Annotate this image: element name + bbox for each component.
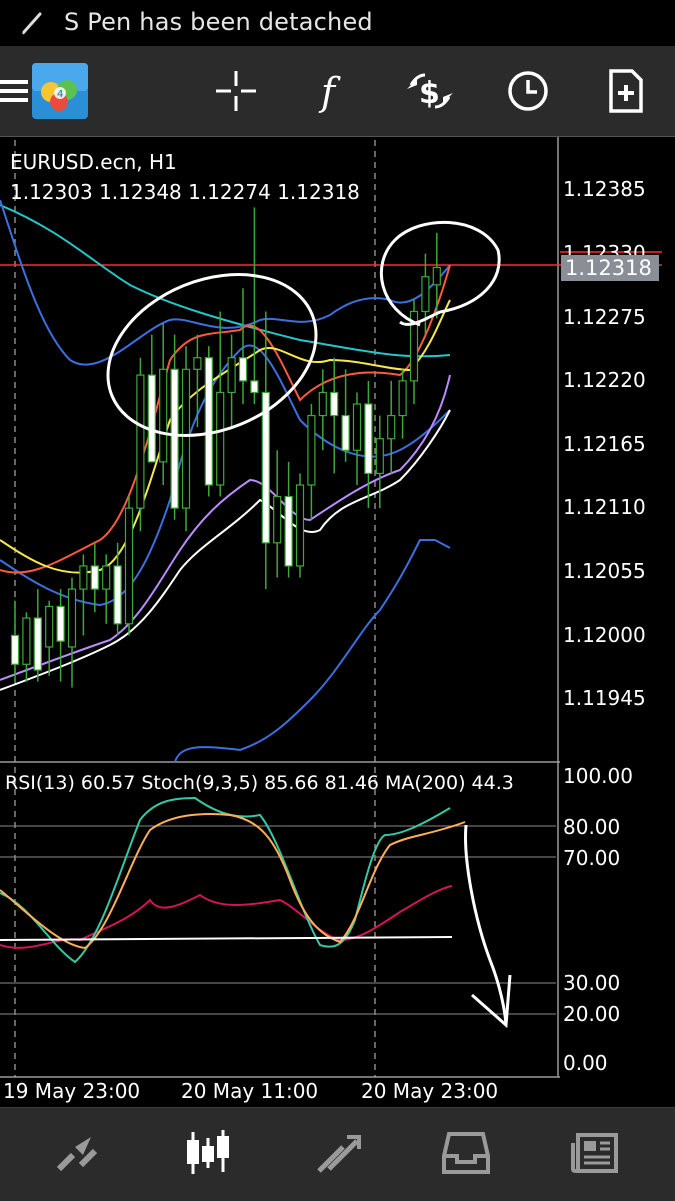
news-icon[interactable] [565,1128,625,1178]
bull-candle [432,266,441,286]
bull-candle [398,380,407,417]
indicator-tick: 70.00 [563,846,621,870]
bull-candle [181,368,191,509]
bear-candle [147,374,156,463]
bull-candle [318,391,327,417]
bear-candle [261,391,270,544]
price-tick: 1.12110 [563,495,646,519]
bull-candle [193,357,202,370]
indicator-tick: 100.00 [563,764,633,788]
bull-candle [67,588,77,648]
ma-purple-line [0,374,451,681]
indicators-icon[interactable]: f [303,61,363,121]
trade-nav-icon[interactable] [308,1128,368,1178]
price-tick: 1.12000 [563,623,646,647]
bear-candle [56,605,65,642]
stoch-signal-line [0,812,466,950]
bull-candle [216,391,225,486]
bull-candle [227,357,236,394]
price-chart[interactable] [0,137,675,1107]
indicator-tick: 20.00 [563,1002,621,1026]
bull-candle [375,438,384,475]
bear-candle [341,414,350,451]
bull-candle [79,565,88,590]
ma-yellow-line [0,299,451,574]
bull-candle [45,605,54,648]
chart-area[interactable]: EURUSD.ecn, H1 1.12303 1.12348 1.12274 1… [0,137,675,1107]
annotation-circle-left [106,273,318,437]
history-nav-icon[interactable] [436,1128,496,1178]
annotation-arrow [464,824,508,1026]
ma-red-line [0,264,451,574]
annotation-circle-right [379,220,501,327]
bear-candle [90,565,99,590]
s-pen-icon [22,12,42,35]
status-message: S Pen has been detached [64,8,373,36]
bear-candle [10,634,20,665]
symbol-title: EURUSD.ecn, H1 [10,150,177,174]
price-tick: 1.12055 [563,559,646,583]
bear-candle [113,565,122,625]
current-price-label: 1.12318 [561,255,659,281]
time-tick: 19 May 23:00 [3,1079,141,1103]
bottom-nav [0,1107,675,1201]
bull-candle [124,507,134,625]
bull-candle [159,368,168,463]
ma-cyan-line [0,204,451,358]
indicator-title: RSI(13) 60.57 Stoch(9,3,5) 85.66 81.46 M… [5,772,514,794]
bear-candle [330,391,339,417]
svg-text:$: $ [419,76,440,111]
chart-icon[interactable] [178,1128,238,1178]
price-tick: 1.12165 [563,432,646,456]
bull-candle [352,403,362,451]
time-tick: 20 May 23:00 [361,1079,499,1103]
bull-candle [273,495,282,544]
menu-icon[interactable] [0,61,42,121]
bollinger-lower-blue-line [174,539,451,763]
new-order-icon[interactable] [596,61,656,121]
trade-icon[interactable]: $ [400,61,460,121]
toolbar: 4 f $ [0,46,675,137]
bear-candle [284,495,293,567]
time-tick: 20 May 11:00 [181,1079,319,1103]
bear-candle [364,403,373,475]
bull-candle [22,617,31,665]
ma-white-line [0,409,451,691]
indicator-tick: 80.00 [563,815,621,839]
current-price-value: 1.12318 [565,256,652,280]
metatrader-logo[interactable]: 4 [30,61,90,121]
bull-candle [136,374,145,509]
bull-candle [102,565,111,590]
bull-candle [307,414,316,486]
ohlc-values: 1.12303 1.12348 1.12274 1.12318 [10,180,360,204]
indicator-tick: 0.00 [563,1051,608,1075]
rsi-white-marker-line [0,936,453,941]
bear-candle [250,380,259,394]
svg-text:f: f [318,70,341,113]
crosshair-icon[interactable] [206,61,266,121]
bear-candle [33,617,42,671]
bull-candle [295,484,305,567]
price-tick: 1.12385 [563,177,646,201]
mid-blue-line [0,344,451,607]
bull-candle [409,310,419,382]
price-tick: 1.12220 [563,368,646,392]
history-clock-icon[interactable] [498,61,558,121]
bull-candle [421,276,430,313]
bear-candle [204,357,213,486]
quotes-icon[interactable] [48,1128,108,1178]
price-tick: 1.11945 [563,686,646,710]
status-bar: S Pen has been detached [0,0,675,46]
bull-candle [387,414,396,440]
bear-candle [238,357,248,382]
price-tick: 1.12275 [563,305,646,329]
indicator-tick: 30.00 [563,971,621,995]
svg-text:4: 4 [57,89,63,100]
bear-candle [170,368,179,509]
